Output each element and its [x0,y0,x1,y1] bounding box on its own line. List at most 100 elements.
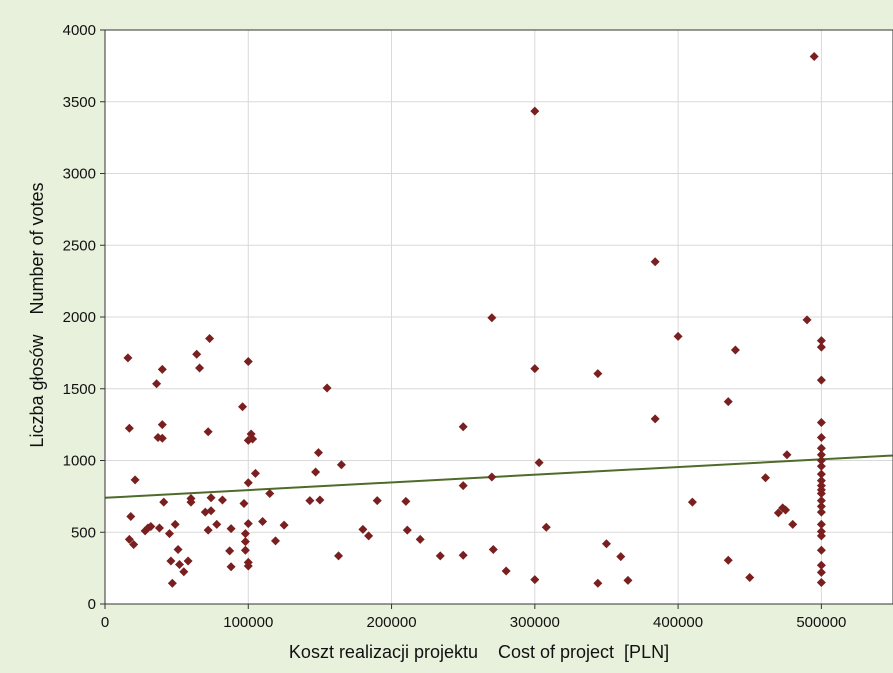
data-point [816,342,826,352]
data-point [816,443,826,453]
data-point [623,575,633,585]
y-axis-title: Liczba głosów Number of votes [27,182,47,447]
data-point [781,505,791,515]
data-point [816,489,826,499]
data-point [334,551,344,561]
data-point [816,531,826,541]
x-axis-ticks: 0 100000 200000 300000 400000 500000 [101,604,846,631]
data-point [159,497,169,507]
data-point [248,434,258,444]
data-point [205,334,215,344]
data-point [240,545,250,555]
data-point [175,560,185,570]
data-point [816,417,826,427]
data-point [203,427,213,437]
x-axis-title: Koszt realizacji projektu Cost of projec… [289,642,669,662]
data-point [129,539,139,549]
data-point [212,519,222,529]
data-point [166,556,176,566]
data-point [816,461,826,471]
y-tick-label: 1500 [63,381,96,398]
data-point [816,476,826,486]
data-point [541,522,551,532]
data-point [243,519,253,529]
data-point [279,520,289,530]
data-point [816,545,826,555]
data-point [313,448,323,458]
x-tick-label: 0 [101,614,109,631]
data-point [723,555,733,565]
data-point [238,402,248,412]
data-point [487,313,497,323]
data-point [488,544,498,554]
data-point [157,433,167,443]
data-point [239,499,249,509]
data-point [311,467,321,477]
data-point [802,315,812,325]
data-point [402,525,412,535]
data-point [816,450,826,460]
data-point [530,364,540,374]
data-point [192,349,202,359]
data-point [650,414,660,424]
grid-lines [105,30,893,604]
data-point [130,475,140,485]
x-tick-label: 100000 [223,614,273,631]
data-point [195,363,205,373]
data-point [305,496,315,506]
data-point [240,537,250,547]
data-point [364,531,374,541]
data-point [126,511,136,521]
data-point [265,489,275,499]
data-point [593,578,603,588]
data-point [157,364,167,374]
data-point [458,550,468,560]
data-point [501,566,511,576]
data-point [816,375,826,385]
data-point [372,496,382,506]
data-point [730,345,740,355]
data-point [206,506,216,516]
data-point [458,481,468,491]
data-point [530,575,540,585]
data-point [157,420,167,430]
data-point [788,519,798,529]
data-point [816,560,826,570]
data-point [816,519,826,529]
data-point [809,52,819,62]
data-point [170,519,180,529]
data-point [124,423,134,433]
data-point [243,478,253,488]
data-point [816,433,826,443]
data-point [593,369,603,379]
data-point [816,469,826,479]
x-tick-label: 200000 [367,614,417,631]
data-point [816,501,826,511]
y-tick-label: 3000 [63,166,96,183]
data-point [258,516,268,526]
data-point [124,534,134,544]
y-tick-label: 1000 [63,453,96,470]
data-point [206,493,216,503]
data-point [435,551,445,561]
data-point [650,257,660,267]
data-point [723,397,733,407]
data-point [458,422,468,432]
data-point [173,544,183,554]
x-tick-label: 500000 [796,614,846,631]
data-point [534,458,544,468]
data-point [154,523,164,533]
data-point [152,379,162,389]
data-points [123,52,826,588]
y-tick-label: 2000 [63,309,96,326]
data-point [243,356,253,366]
data-point [164,529,174,539]
data-point [146,522,156,532]
data-point [673,331,683,341]
data-point [601,539,611,549]
y-tick-label: 2500 [63,237,96,254]
data-point [487,472,497,482]
data-point [816,456,826,465]
y-tick-label: 4000 [63,22,96,39]
